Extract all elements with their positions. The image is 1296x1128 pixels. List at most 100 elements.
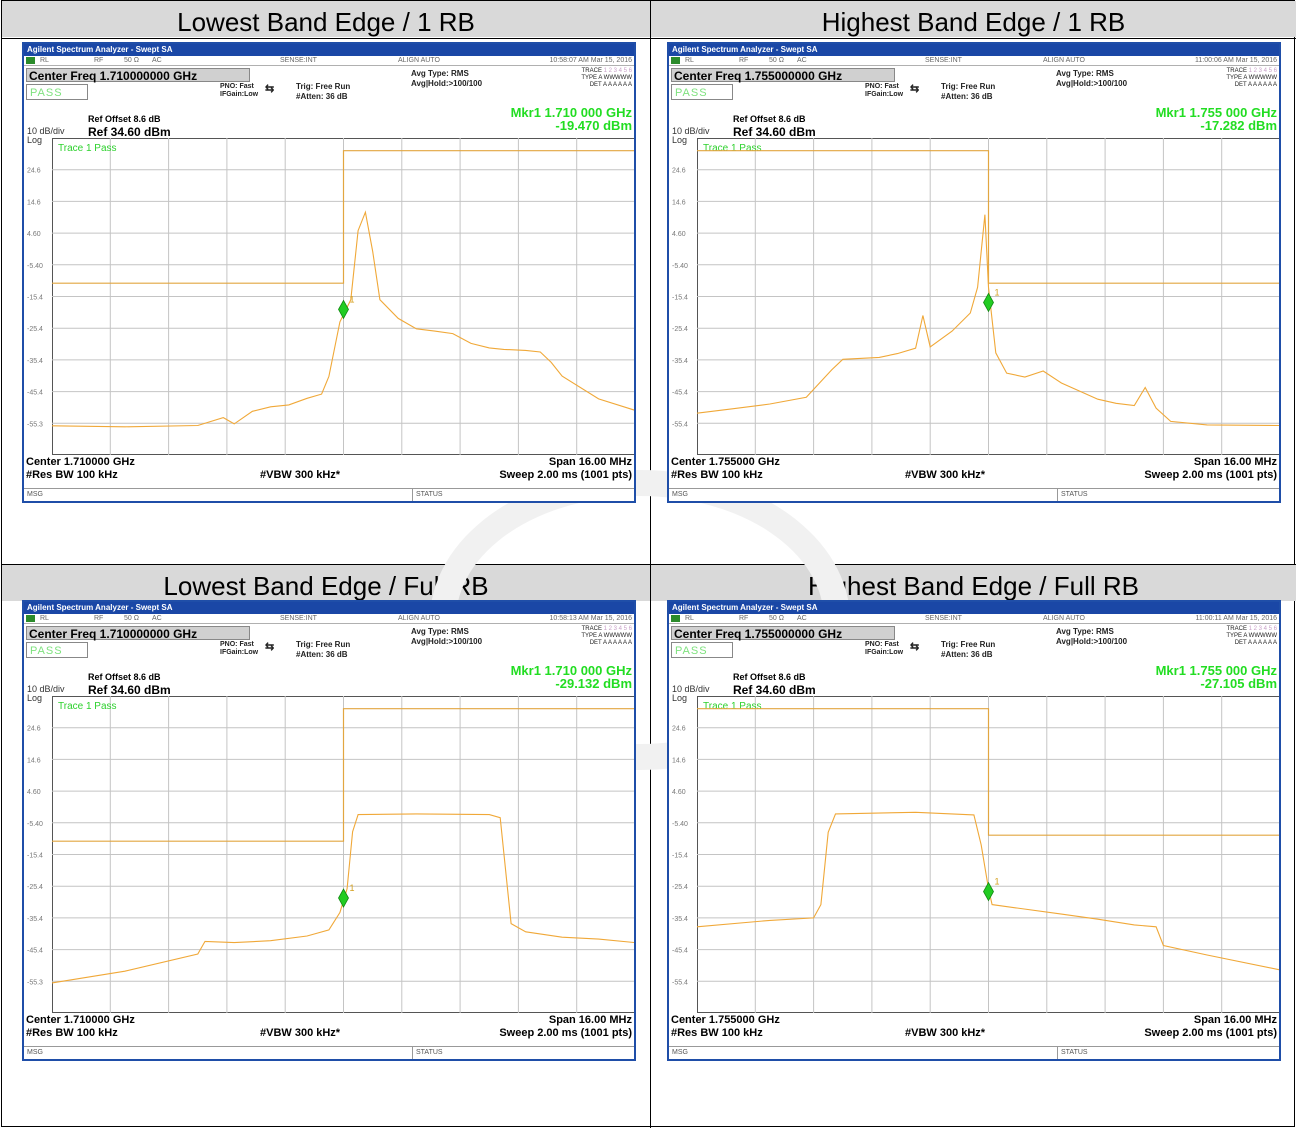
marker-readout: Mkr1 1.755 000 GHz -17.282 dBm	[1156, 106, 1277, 132]
trace-pass-label: Trace 1 Pass	[58, 701, 117, 712]
type-value: A WWWWW	[598, 633, 632, 639]
pno-label: PNO: Fast	[220, 83, 254, 90]
trace-label: TRACE	[581, 626, 602, 632]
y-tick-label: 24.6	[672, 168, 686, 175]
spectrum-plot: 24.6 14.6 4.60 -5.40 -15.4 -25.4 -35.4 -45.4 -55…	[672, 696, 1279, 1013]
atten-label: #Atten: 36 dB	[296, 92, 348, 101]
y-tick-label: -55.4	[672, 421, 688, 428]
y-tick-label: -5.40	[672, 821, 688, 828]
trace-value: 1 2 3 4 5 6	[1248, 626, 1277, 632]
pass-indicator: PASS	[26, 642, 88, 658]
y-tick-label: 24.6	[27, 726, 41, 733]
pass-indicator: PASS	[671, 84, 733, 100]
rf-label: RF	[739, 615, 749, 622]
div-label: 10 dB/div	[672, 684, 710, 694]
y-tick-label: 14.6	[672, 199, 686, 206]
marker-readout: Mkr1 1.755 000 GHz -27.105 dBm	[1156, 664, 1277, 690]
status-label: STATUS	[412, 489, 443, 501]
sweep-label: Sweep 2.00 ms (1001 pts)	[1144, 1027, 1277, 1039]
lxi-icon	[26, 615, 35, 622]
avg-block: Avg Type: RMS Avg|Hold:>100/100	[1056, 69, 1127, 89]
msg-label: MSG	[27, 491, 43, 498]
trace-line	[51, 813, 634, 984]
trace-pass-label: Trace 1 Pass	[58, 143, 117, 154]
type-label: TYPE	[1226, 75, 1242, 81]
marker-frequency: Mkr1 1.710 000 GHz	[510, 663, 632, 678]
status-row: RL RF 50 Ω AC SENSE:INT ALIGN AUTO 11:00…	[669, 614, 1279, 624]
limit-line	[52, 150, 634, 284]
y-tick-label: -35.4	[672, 358, 688, 365]
avg-type-label: Avg Type: RMS	[1056, 69, 1114, 78]
atten-label: #Atten: 36 dB	[941, 650, 993, 659]
align-label: ALIGN AUTO	[1043, 57, 1085, 64]
det-label: DET	[589, 640, 602, 646]
y-tick-label: -45.4	[672, 948, 688, 955]
y-tick-label: -55.4	[672, 979, 688, 986]
limit-line	[697, 708, 1279, 836]
y-tick-label: 4.60	[27, 789, 41, 796]
vbw-label: #VBW 300 kHz*	[260, 1027, 341, 1039]
vbw-label: #VBW 300 kHz*	[905, 469, 986, 481]
header-lowest-1rb: Lowest Band Edge / 1 RB	[2, 1, 650, 37]
marker-level: -17.282 dBm	[1200, 118, 1277, 133]
coupling-label: AC	[797, 615, 807, 622]
status-label: STATUS	[1057, 1047, 1088, 1059]
align-label: ALIGN AUTO	[398, 615, 440, 622]
trace-line	[51, 210, 634, 428]
ref-offset-label: Ref Offset 8.6 dB	[733, 672, 806, 682]
marker-diamond	[983, 881, 994, 902]
ref-level-label: Ref 34.60 dBm	[88, 683, 171, 697]
center-bottom-block: Center 1.710000 GHz #Res BW 100 kHz	[26, 456, 135, 482]
marker-number: 1	[350, 294, 355, 304]
span-label: Span 16.00 MHz	[1193, 1014, 1277, 1026]
timestamp: 10:58:13 AM Mar 15, 2016	[549, 615, 633, 622]
spectrum-analyzer-screenshot-4: Agilent Spectrum Analyzer - Swept SA RL …	[667, 600, 1281, 1061]
log-label: Log	[27, 135, 43, 145]
marker-level: -19.470 dBm	[555, 118, 632, 133]
log-label: Log	[672, 693, 688, 703]
lxi-icon	[671, 57, 680, 64]
pass-indicator: PASS	[26, 84, 88, 100]
span-sweep-block: Span 16.00 MHz Sweep 2.00 ms (1001 pts)	[1144, 1014, 1277, 1040]
avg-type-label: Avg Type: RMS	[411, 69, 469, 78]
y-tick-label: -45.4	[27, 390, 43, 397]
ref-offset-label: Ref Offset 8.6 dB	[88, 114, 161, 124]
align-label: ALIGN AUTO	[398, 57, 440, 64]
timestamp: 11:00:06 AM Mar 15, 2016	[1195, 57, 1277, 64]
type-label: TYPE	[581, 75, 597, 81]
marker-diamond	[983, 292, 994, 313]
rf-label: RF	[739, 57, 749, 64]
row-divider	[2, 38, 1296, 39]
coupling-label: AC	[152, 57, 162, 64]
rl-label: RL	[40, 615, 49, 622]
y-tick-label: -55.3	[27, 421, 43, 428]
msg-label: MSG	[672, 491, 688, 498]
trace-info-block: TRACE 1 2 3 4 5 6 TYPE A WWWWW DET A A A…	[581, 626, 632, 647]
y-tick-label: -35.4	[27, 358, 43, 365]
scale-label: 10 dB/div Log	[27, 685, 65, 703]
y-tick-label: -55.3	[27, 979, 43, 986]
center-bottom-block: Center 1.755000 GHz #Res BW 100 kHz	[671, 1014, 780, 1040]
avg-hold-label: Avg|Hold:>100/100	[1056, 637, 1128, 646]
y-tick-label: -15.4	[672, 295, 688, 302]
marker-diamond	[338, 299, 349, 320]
marker-number: 1	[350, 883, 355, 893]
trace-line	[696, 214, 1279, 427]
window-title: Agilent Spectrum Analyzer - Swept SA	[669, 602, 1279, 614]
sense-label: SENSE:INT	[280, 57, 317, 64]
marker-frequency: Mkr1 1.710 000 GHz	[510, 105, 632, 120]
window-title: Agilent Spectrum Analyzer - Swept SA	[669, 44, 1279, 56]
trace-value: 1 2 3 4 5 6	[603, 626, 632, 632]
y-tick-label: 4.60	[672, 789, 686, 796]
center-bottom-label: Center 1.755000 GHz	[671, 456, 780, 468]
marker-level: -29.132 dBm	[555, 676, 632, 691]
avg-block: Avg Type: RMS Avg|Hold:>100/100	[411, 627, 482, 647]
y-tick-label: 14.6	[27, 757, 41, 764]
y-tick-label: -45.4	[27, 948, 43, 955]
ref-offset-label: Ref Offset 8.6 dB	[88, 672, 161, 682]
det-label: DET	[1234, 640, 1247, 646]
ifgain-label: IFGain:Low	[865, 649, 904, 656]
y-tick-label: -5.40	[672, 263, 688, 270]
trace-info-block: TRACE 1 2 3 4 5 6 TYPE A WWWWW DET A A A…	[581, 68, 632, 89]
limit-line	[52, 708, 634, 842]
